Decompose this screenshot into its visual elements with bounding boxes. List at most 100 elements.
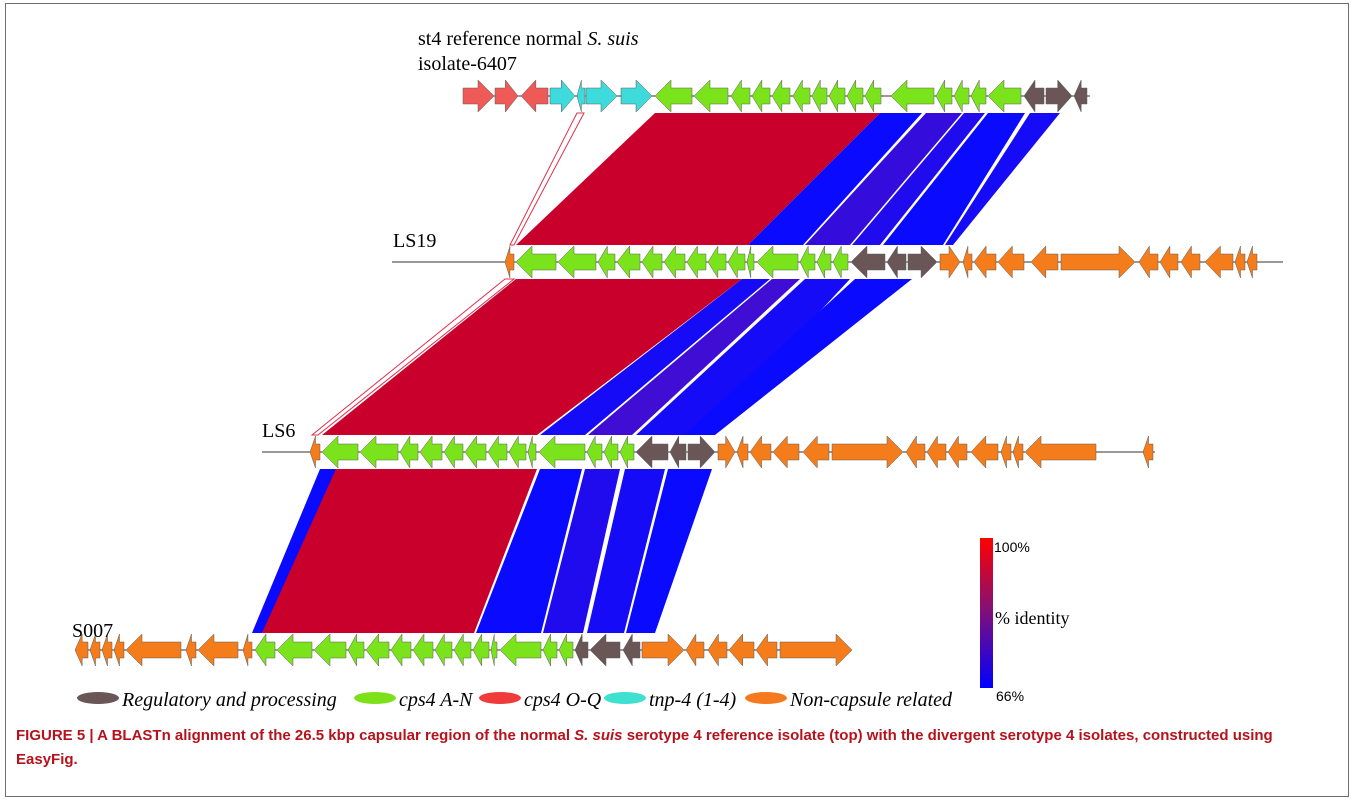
gene-arrow-ref-12 xyxy=(792,79,811,113)
alignment-band-ls19-ls6-9 xyxy=(588,279,800,435)
alignment-band-ref-ls19-5 xyxy=(945,113,1060,245)
alignment-band-ls19-ls6-10 xyxy=(636,279,850,435)
gene-arrow-ls6-26 xyxy=(970,435,999,469)
gene-arrow-ref-16 xyxy=(864,79,882,113)
gene-arrow-ls6-4 xyxy=(419,435,443,469)
gene-arrow-ref-7 xyxy=(654,79,693,113)
gene-arrow-ls19-13 xyxy=(816,245,832,279)
gene-arrow-s007-16 xyxy=(453,633,472,667)
legend-label-noncap: Non-capsule related xyxy=(789,689,953,711)
gene-arrow-ls6-9 xyxy=(527,435,537,469)
alignment-band-ls6-s007-18 xyxy=(626,469,712,633)
gene-arrow-ls19-16 xyxy=(886,245,907,279)
gene-arrow-ref-17 xyxy=(890,79,935,113)
gene-arrow-ls6-25 xyxy=(947,435,968,469)
gene-arrow-ls19-11 xyxy=(756,245,799,279)
gene-arrow-ls19-24 xyxy=(1138,245,1159,279)
gene-arrow-ref-24 xyxy=(1073,79,1088,113)
gene-arrow-ref-22 xyxy=(1023,79,1045,113)
legend-swatch-cps-oq xyxy=(479,692,521,704)
gene-arrow-ls6-27 xyxy=(1000,435,1012,469)
gene-arrow-ls19-23 xyxy=(1060,245,1136,279)
track-label-s007: S007 xyxy=(72,620,113,642)
gene-arrow-ls19-8 xyxy=(707,245,727,279)
identity-scale-bar xyxy=(980,538,993,688)
identity-title: % identity xyxy=(995,608,1070,628)
alignment-band-ref-ls19-0 xyxy=(516,113,880,245)
gene-arrow-ls19-2 xyxy=(557,245,597,279)
gene-arrow-ls6-1 xyxy=(321,435,359,469)
gene-arrow-s007-29 xyxy=(755,633,778,667)
gene-arrow-ls19-25 xyxy=(1159,245,1179,279)
alignment-band-ls19-ls6-7 xyxy=(322,279,742,435)
alignment-band-ref-ls19-2 xyxy=(805,113,962,245)
gene-arrow-ls6-2 xyxy=(359,435,399,469)
gene-arrow-ls19-18 xyxy=(939,245,961,279)
legend-label-tnp: tnp-4 (1-4) xyxy=(649,689,737,711)
gene-arrow-ls6-18 xyxy=(736,435,749,469)
legend: Regulatory and processing cps4 A-N cps4 … xyxy=(77,689,953,711)
gene-arrow-s007-24 xyxy=(622,633,641,667)
gene-arrow-ls19-22 xyxy=(1030,245,1059,279)
gene-arrow-s007-25 xyxy=(641,633,685,667)
gene-arrow-ls19-26 xyxy=(1180,245,1201,279)
legend-label-cps-oq: cps4 O-Q xyxy=(524,689,602,711)
gene-arrow-ls6-12 xyxy=(603,435,619,469)
gene-arrow-s007-20 xyxy=(542,633,558,667)
caption-species: S. suis xyxy=(574,727,623,744)
gene-arrow-ls6-3 xyxy=(399,435,419,469)
gene-arrow-s007-19 xyxy=(499,633,542,667)
gene-arrow-ls19-3 xyxy=(597,245,616,279)
gene-arrow-s007-26 xyxy=(685,633,705,667)
gene-arrow-s007-12 xyxy=(365,633,390,667)
gene-arrow-ls6-10 xyxy=(538,435,586,469)
alignment-band-ref-ls19-3 xyxy=(852,113,985,245)
legend-label-reg: Regulatory and processing xyxy=(121,689,337,711)
gene-arrow-ref-11 xyxy=(771,79,791,113)
gene-arrow-ref-6 xyxy=(620,79,653,113)
gene-arrow-ls6-22 xyxy=(831,435,904,469)
gene-arrow-ls19-14 xyxy=(832,245,849,279)
gene-arrow-ref-8 xyxy=(693,79,729,113)
gene-arrow-ls6-30 xyxy=(1142,435,1154,469)
gene-arrow-ref-5 xyxy=(585,79,618,113)
gene-arrow-ref-13 xyxy=(811,79,828,113)
gene-arrow-s007-1 xyxy=(89,633,101,667)
gene-arrow-ref-1 xyxy=(494,79,519,113)
alignment-band-ref-ls19-1 xyxy=(748,113,922,245)
gene-arrow-s007-4 xyxy=(125,633,182,667)
gene-arrow-s007-14 xyxy=(412,633,434,667)
gene-arrow-ls6-8 xyxy=(508,435,527,469)
alignment-band-ls19-ls6-8 xyxy=(540,279,770,435)
gene-arrow-s007-3 xyxy=(113,633,125,667)
gene-arrow-ls6-0 xyxy=(309,435,321,469)
gene-arrow-s007-5 xyxy=(185,633,197,667)
gene-arrow-s007-21 xyxy=(558,633,574,667)
gene-arrow-ls19-17 xyxy=(907,245,938,279)
gene-arrow-ls6-28 xyxy=(1012,435,1024,469)
gene-arrow-ref-9 xyxy=(730,79,751,113)
gene-arrow-ls6-20 xyxy=(772,435,800,469)
gene-arrow-ls19-15 xyxy=(850,245,886,279)
gene-arrow-s007-13 xyxy=(390,633,412,667)
gene-arrow-ls6-29 xyxy=(1024,435,1097,469)
gene-arrow-ls19-28 xyxy=(1234,245,1246,279)
gene-arrow-ls6-16 xyxy=(687,435,716,469)
gene-arrow-ref-3 xyxy=(549,79,576,113)
alignment-band-ls6-s007-15 xyxy=(476,469,582,633)
gene-arrow-s007-9 xyxy=(276,633,313,667)
gene-arrow-ls6-13 xyxy=(619,435,635,469)
gene-arrow-ls19-21 xyxy=(997,245,1025,279)
gene-arrow-s007-17 xyxy=(472,633,490,667)
track-label-ls19: LS19 xyxy=(393,230,436,252)
gene-arrow-ref-2 xyxy=(520,79,549,113)
gene-arrow-ls6-11 xyxy=(586,435,603,469)
gene-arrow-s007-8 xyxy=(254,633,276,667)
gene-arrow-ref-15 xyxy=(846,79,864,113)
gene-arrow-ref-4 xyxy=(576,79,586,113)
gene-arrow-ls19-5 xyxy=(641,245,663,279)
gene-arrow-s007-28 xyxy=(728,633,755,667)
track-label-ls6: LS6 xyxy=(262,420,295,442)
track-label-ref-line2: isolate-6407 xyxy=(418,53,517,75)
figure-caption: FIGURE 5 | A BLASTn alignment of the 26.… xyxy=(16,727,1273,768)
